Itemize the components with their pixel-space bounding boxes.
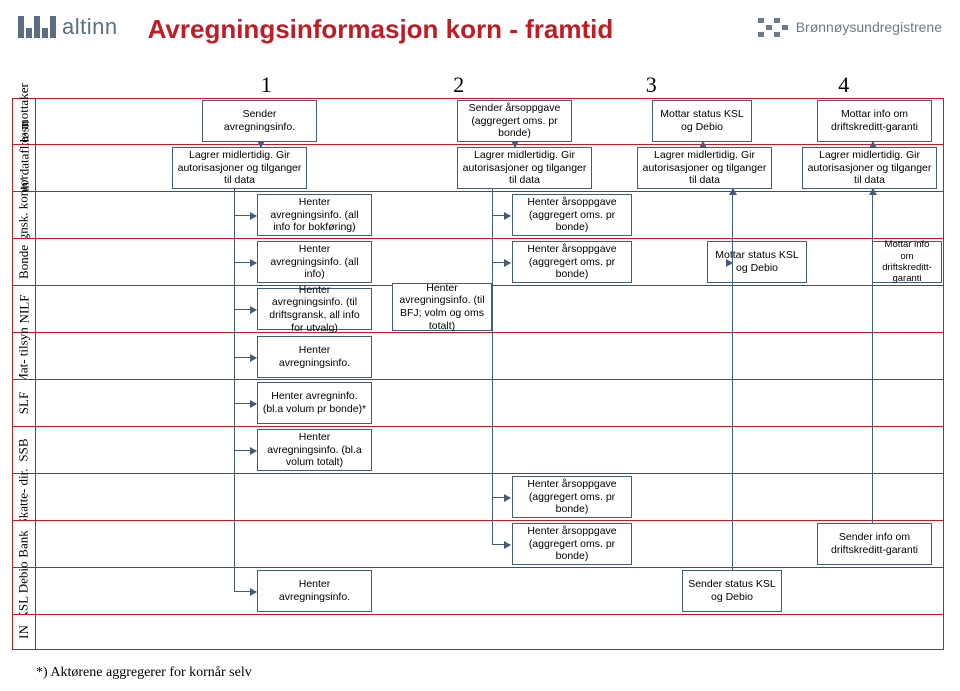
lane-skatte: Skatte- dir.: [12, 474, 944, 521]
lane-label-mat: Mat- tilsyn: [12, 332, 36, 380]
arrow-c2-to-bank: [492, 544, 510, 545]
arrow-c1-to-bonde: [234, 262, 256, 263]
column-axis: 1 2 3 4: [170, 72, 940, 98]
arrow-c1-to-ssb: [234, 450, 256, 451]
lane-label-in: IN: [12, 614, 36, 650]
lane-label-slf: SLF: [12, 379, 36, 427]
box-c4-bank: Sender info om driftskreditt-garanti: [817, 523, 932, 565]
arrow-c1-to-regnsk: [234, 215, 256, 216]
lane-ssb: SSB: [12, 427, 944, 474]
arrow-c1-to-mat: [234, 357, 256, 358]
box-c1-mat: Henter avregningsinfo.: [257, 336, 372, 378]
lane-ksl: KSL Debio: [12, 568, 944, 615]
br-text: Brønnøysundregistrene: [796, 19, 942, 35]
line-c1-trunk: [234, 189, 235, 591]
box-c1-nilf: Henter avregningsinfo. (til driftsgransk…: [257, 288, 372, 330]
br-mark-icon: [758, 18, 788, 37]
box-c4-bonde: Mottar info om driftskreditt-garanti: [872, 241, 942, 283]
line-c2-trunk: [492, 189, 493, 544]
altinn-logo: altinn: [18, 14, 118, 40]
arrow-c2-to-regnsk: [492, 215, 510, 216]
lane-in: IN: [12, 615, 944, 650]
arrow-c1-to-nilf: [234, 309, 256, 310]
lane-bank: Bank: [12, 521, 944, 568]
box-c1-vare: Sender avregningsinfo.: [202, 100, 317, 142]
header: altinn Avregningsinformasjon korn - fram…: [0, 0, 960, 48]
box-c2-altinn: Lagrer midlertidig. Gir autorisasjoner o…: [457, 147, 592, 189]
lane-regnsk: Regnsk. kontor: [12, 192, 944, 239]
box-c1-altinn: Lagrer midlertidig. Gir autorisasjoner o…: [172, 147, 307, 189]
page-title: Avregningsinformasjon korn - framtid: [118, 10, 758, 45]
arrow-c1-vare-altinn: [260, 142, 261, 147]
box-c1-ksl: Henter avregningsinfo.: [257, 570, 372, 612]
box-c2-bank: Henter årsoppgave (aggregert oms. pr bon…: [512, 523, 632, 565]
box-c3-altinn: Lagrer midlertidig. Gir autorisasjoner o…: [637, 147, 772, 189]
arrow-c4-altinn-vare: [872, 142, 873, 147]
altinn-mark-icon: [18, 16, 56, 38]
box-c2-skatte: Henter årsoppgave (aggregert oms. pr bon…: [512, 476, 632, 518]
axis-4: 4: [748, 72, 941, 98]
lane-label-regnsk: Regnsk. kontor: [12, 191, 36, 239]
arrow-c1-to-ksl: [234, 591, 256, 592]
lane-label-skatte: Skatte- dir.: [12, 473, 36, 521]
box-c3-ksl: Sender status KSL og Debio: [682, 570, 782, 612]
box-c4-altinn: Lagrer midlertidig. Gir autorisasjoner o…: [802, 147, 937, 189]
arrow-c3-ksl-altinn: [732, 189, 733, 570]
box-c1-bonde: Henter avregningsinfo. (all info): [257, 241, 372, 283]
lane-mat: Mat- tilsyn: [12, 333, 944, 380]
box-c2-vare: Sender årsoppgave (aggregert oms. pr bon…: [457, 100, 572, 142]
box-c2-regnsk: Henter årsoppgave (aggregert oms. pr bon…: [512, 194, 632, 236]
box-c1-ssb: Henter avregningsinfo. (bl.a volum total…: [257, 429, 372, 471]
lane-label-ksl: KSL Debio: [12, 567, 36, 615]
box-c1-regnsk: Henter avregningsinfo. (all info for bok…: [257, 194, 372, 236]
axis-3: 3: [555, 72, 748, 98]
lane-label-ssb: SSB: [12, 426, 36, 474]
box-c3-bonde: Mottar status KSL og Debio: [707, 241, 807, 283]
box-c1-slf: Henter avregninfo. (bl.a volum pr bonde)…: [257, 382, 372, 424]
broennoeysund-logo: Brønnøysundregistrene: [758, 18, 942, 37]
axis-1: 1: [170, 72, 363, 98]
box-c2-bonde: Henter årsoppgave (aggregert oms. pr bon…: [512, 241, 632, 283]
box-c4-vare: Mottar info om driftskreditt-garanti: [817, 100, 932, 142]
arrow-c3-altinn-vare: [702, 142, 703, 147]
axis-2: 2: [363, 72, 556, 98]
arrow-c4-bank-altinn: [872, 189, 873, 523]
arrow-c1-to-slf: [234, 403, 256, 404]
swimlane-diagram: Vare- mottakerAltinn/ datafl.løsnRegnsk.…: [12, 98, 944, 650]
altinn-text: altinn: [62, 14, 118, 40]
arrow-c2-to-bonde: [492, 262, 510, 263]
arrow-c2-to-skatte: [492, 497, 510, 498]
arrow-c2-vare-altinn: [514, 142, 515, 147]
lane-slf: SLF: [12, 380, 944, 427]
lane-label-nilf: NILF: [12, 285, 36, 333]
box-c1b-nilf: Henter avregningsinfo. (til BFJ; volm og…: [392, 283, 492, 331]
lane-label-bonde: Bonde: [12, 238, 36, 286]
footnote: *) Aktørene aggregerer for kornår selv: [36, 665, 252, 681]
box-c3-vare: Mottar status KSL og Debio: [652, 100, 752, 142]
